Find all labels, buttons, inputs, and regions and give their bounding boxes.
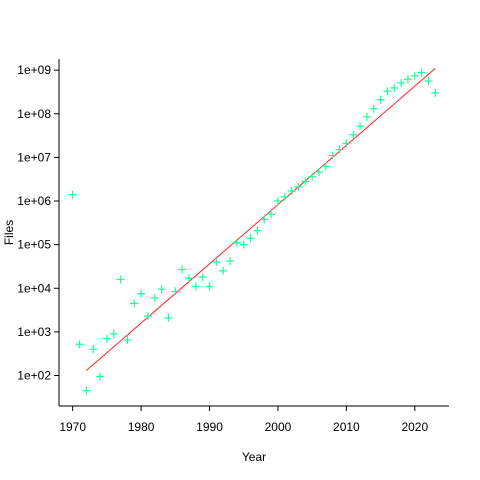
x-tick-label: 2010 bbox=[333, 420, 360, 434]
data-point bbox=[137, 289, 146, 298]
data-point bbox=[123, 336, 132, 345]
data-point bbox=[335, 145, 344, 154]
data-points bbox=[68, 68, 440, 395]
data-point bbox=[164, 313, 173, 322]
data-point bbox=[356, 122, 365, 131]
x-tick-label: 1970 bbox=[59, 420, 86, 434]
data-point bbox=[280, 192, 289, 201]
data-point bbox=[376, 95, 385, 104]
data-point bbox=[109, 329, 118, 338]
data-point bbox=[383, 87, 392, 96]
x-tick-label: 1980 bbox=[128, 420, 155, 434]
x-axis-title: Year bbox=[242, 450, 266, 464]
data-point bbox=[369, 104, 378, 113]
x-tick-label: 2020 bbox=[401, 420, 428, 434]
y-tick-label: 1e+06 bbox=[17, 194, 51, 208]
data-point bbox=[219, 266, 228, 275]
data-point bbox=[431, 88, 440, 97]
data-point bbox=[82, 386, 91, 395]
data-point bbox=[178, 265, 187, 274]
data-point bbox=[150, 293, 159, 302]
data-point bbox=[68, 190, 77, 199]
data-point bbox=[315, 168, 323, 177]
data-point bbox=[171, 287, 180, 296]
data-point bbox=[157, 285, 166, 294]
data-point bbox=[417, 68, 426, 77]
data-point bbox=[260, 215, 269, 224]
y-tick-label: 1e+08 bbox=[17, 107, 51, 121]
data-point bbox=[267, 210, 276, 219]
data-point bbox=[198, 273, 207, 282]
data-point bbox=[349, 130, 358, 139]
data-point bbox=[96, 372, 105, 381]
data-point bbox=[232, 238, 241, 247]
data-point bbox=[362, 112, 371, 121]
data-point bbox=[246, 234, 255, 243]
data-point bbox=[75, 340, 84, 349]
data-point bbox=[390, 83, 399, 92]
y-tick-label: 1e+09 bbox=[17, 63, 51, 77]
data-point bbox=[424, 77, 433, 86]
data-point bbox=[301, 177, 310, 186]
data-point bbox=[342, 139, 351, 148]
y-tick-label: 1e+02 bbox=[17, 369, 51, 383]
data-point bbox=[239, 240, 248, 249]
y-tick-label: 1e+05 bbox=[17, 238, 51, 252]
x-tick-label: 2000 bbox=[265, 420, 292, 434]
data-point bbox=[143, 312, 152, 321]
y-tick-label: 1e+03 bbox=[17, 325, 51, 339]
data-point bbox=[130, 299, 139, 308]
data-point bbox=[253, 226, 262, 235]
data-point bbox=[185, 274, 193, 283]
data-point bbox=[191, 282, 200, 291]
y-axis-title: Files bbox=[2, 220, 16, 245]
data-point bbox=[397, 78, 406, 87]
data-point bbox=[403, 75, 412, 84]
data-point bbox=[308, 172, 317, 181]
data-point bbox=[328, 151, 337, 160]
data-point bbox=[321, 162, 330, 171]
data-point bbox=[294, 182, 303, 191]
data-point bbox=[89, 345, 98, 354]
data-point bbox=[287, 186, 296, 195]
data-point bbox=[212, 257, 221, 266]
x-tick-label: 1990 bbox=[196, 420, 223, 434]
data-point bbox=[273, 197, 282, 206]
data-point bbox=[205, 282, 214, 291]
data-point bbox=[102, 334, 111, 343]
data-point bbox=[226, 257, 235, 266]
axes: 1970 1980 1990 2000 2010 2020 1e+02 1e+03 1e+04 1… bbox=[17, 59, 449, 434]
data-point bbox=[116, 275, 125, 284]
data-point bbox=[410, 71, 419, 80]
y-tick-label: 1e+07 bbox=[17, 150, 51, 164]
y-tick-label: 1e+04 bbox=[17, 281, 51, 295]
